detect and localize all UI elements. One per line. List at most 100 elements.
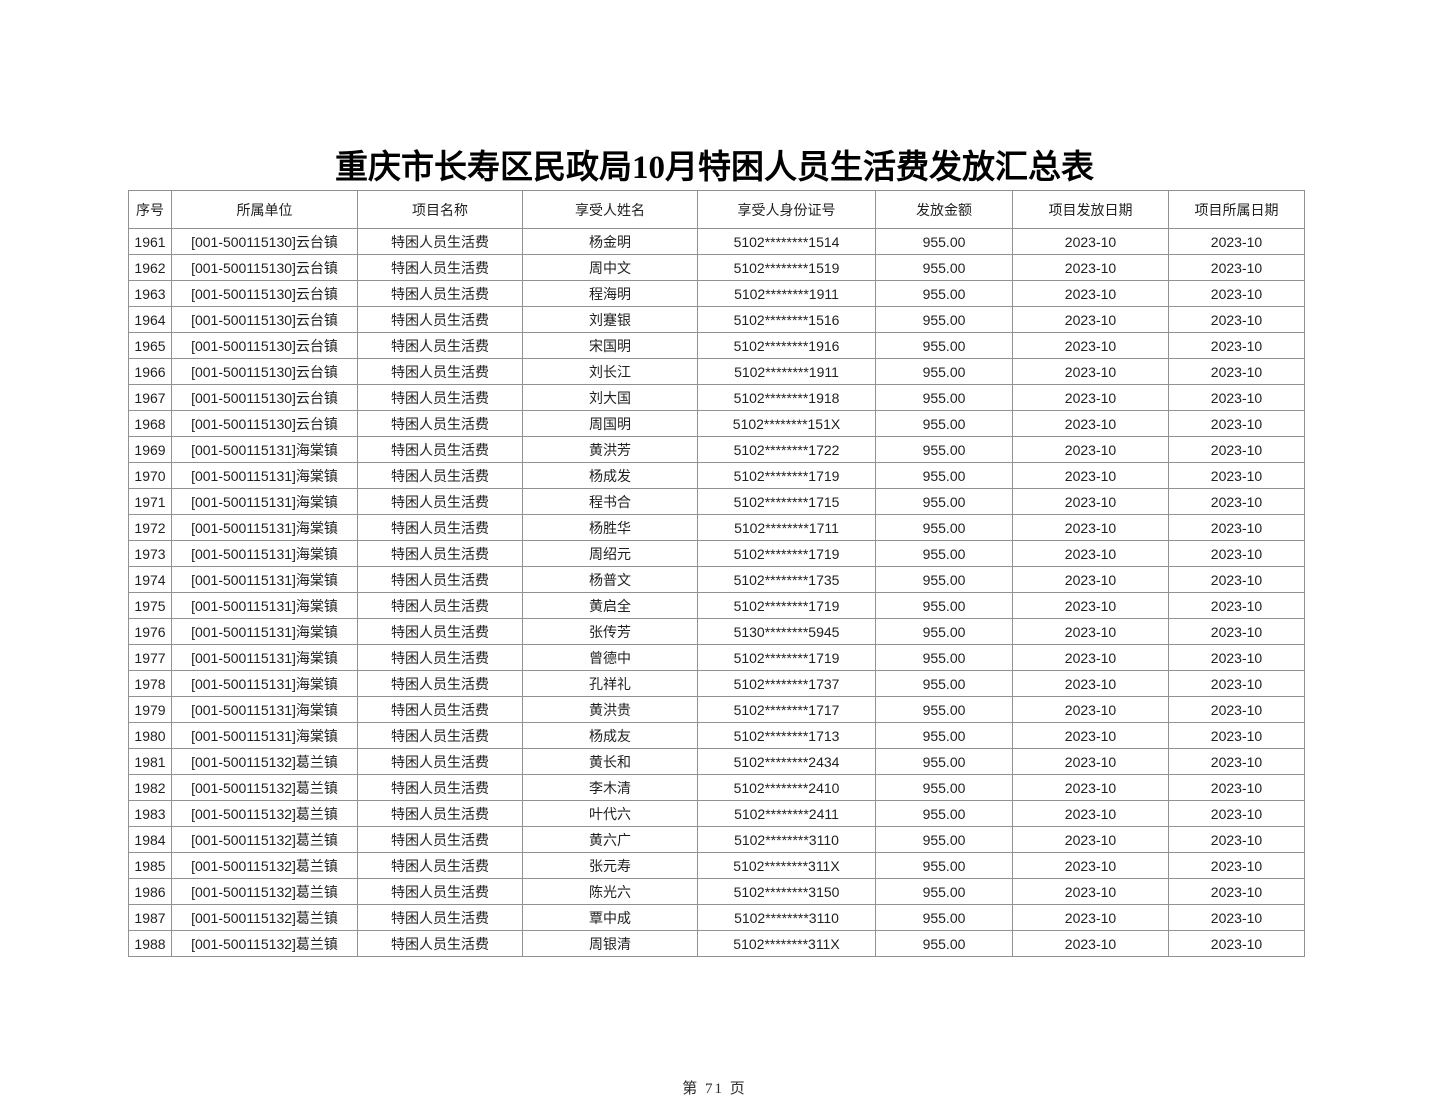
table-row: 1970 [001-500115131]海棠镇 特困人员生活费 杨成发 5102****… [128,462,1305,489]
table-cell: 1975 [128,592,172,619]
table-row: 1967 [001-500115130]云台镇 特困人员生活费 刘大国 5102****… [128,384,1305,411]
page-number: 第 71 页 [682,1081,747,1097]
table-cell: 955.00 [875,800,1013,827]
table-cell: 1974 [128,566,172,593]
table-cell: 2023-10 [1012,358,1169,385]
table-cell: 2023-10 [1012,306,1169,333]
table-cell: 特困人员生活费 [357,436,523,463]
table-cell: 周国明 [522,410,698,437]
table-cell: 1987 [128,904,172,931]
table-cell: 2023-10 [1168,280,1305,307]
table-cell: 955.00 [875,904,1013,931]
table-cell: 1971 [128,488,172,515]
table-cell: 5102********2411 [697,800,876,827]
table-row: 1982 [001-500115132]葛兰镇 特困人员生活费 李木清 5102****… [128,774,1305,801]
table-cell: [001-500115131]海棠镇 [171,514,358,541]
table-row: 1978 [001-500115131]海棠镇 特困人员生活费 孔祥礼 5102****… [128,670,1305,697]
table-cell: 1985 [128,852,172,879]
table-cell: [001-500115131]海棠镇 [171,436,358,463]
table-cell: 2023-10 [1012,800,1169,827]
table-cell: 2023-10 [1012,904,1169,931]
table-cell: 杨胜华 [522,514,698,541]
table-cell: 2023-10 [1168,904,1305,931]
table-cell: 955.00 [875,930,1013,957]
table-cell: 特困人员生活费 [357,332,523,359]
table-row: 1980 [001-500115131]海棠镇 特困人员生活费 杨成友 5102****… [128,722,1305,749]
table-row: 1985 [001-500115132]葛兰镇 特困人员生活费 张元寿 5102****… [128,852,1305,879]
table-cell: 特困人员生活费 [357,306,523,333]
table-cell: 2023-10 [1012,878,1169,905]
table-cell: 叶代六 [522,800,698,827]
table-cell: 955.00 [875,618,1013,645]
table-cell: 程海明 [522,280,698,307]
table-cell: 2023-10 [1168,696,1305,723]
table-cell: 2023-10 [1012,774,1169,801]
table-row: 1983 [001-500115132]葛兰镇 特困人员生活费 叶代六 5102****… [128,800,1305,827]
table-row: 1968 [001-500115130]云台镇 特困人员生活费 周国明 5102****… [128,410,1305,437]
table-cell: 1963 [128,280,172,307]
table-cell: 特困人员生活费 [357,358,523,385]
table-cell: 张元寿 [522,852,698,879]
table-cell: 1988 [128,930,172,957]
table-cell: 2023-10 [1012,722,1169,749]
table-cell: 特困人员生活费 [357,592,523,619]
table-cell: 2023-10 [1012,332,1169,359]
table-cell: 李木清 [522,774,698,801]
table-cell: 特困人员生活费 [357,410,523,437]
table-cell: 5102********311X [697,852,876,879]
table-cell: 2023-10 [1168,462,1305,489]
table-cell: 特困人员生活费 [357,670,523,697]
table-header-row: 序号 所属单位 项目名称 享受人姓名 享受人身份证号 发放金额 项目发放日期 项目所属日期 [128,190,1305,229]
table-cell: 特困人员生活费 [357,254,523,281]
table-cell: [001-500115130]云台镇 [171,384,358,411]
table-row: 1965 [001-500115130]云台镇 特困人员生活费 宋国明 5102****… [128,332,1305,359]
table-cell: 955.00 [875,514,1013,541]
table-cell: 5102********1711 [697,514,876,541]
table-cell: 宋国明 [522,332,698,359]
page-title: 重庆市长寿区民政局10月特困人员生活费发放汇总表 [335,150,1094,186]
table-cell: 5102********1719 [697,592,876,619]
table-cell: [001-500115132]葛兰镇 [171,774,358,801]
table-cell: 2023-10 [1012,436,1169,463]
table-cell: 5102********1916 [697,332,876,359]
table-cell: 2023-10 [1012,280,1169,307]
table-cell: 955.00 [875,826,1013,853]
table-cell: 955.00 [875,878,1013,905]
table-cell: 1968 [128,410,172,437]
table-cell: [001-500115130]云台镇 [171,358,358,385]
table-cell: 955.00 [875,592,1013,619]
table-cell: 1983 [128,800,172,827]
table-cell: 黄六广 [522,826,698,853]
table-cell: 特困人员生活费 [357,930,523,957]
table-cell: 刘大国 [522,384,698,411]
table-row: 1987 [001-500115132]葛兰镇 特困人员生活费 覃中成 5102****… [128,904,1305,931]
table-cell: 黄启全 [522,592,698,619]
table-cell: 杨成友 [522,722,698,749]
table-cell: 2023-10 [1168,592,1305,619]
table-cell: 2023-10 [1012,826,1169,853]
column-header: 所属单位 [171,190,358,229]
table-cell: [001-500115131]海棠镇 [171,488,358,515]
table-cell: 5102********1516 [697,306,876,333]
table-cell: 5102********1911 [697,280,876,307]
table-cell: 2023-10 [1168,644,1305,671]
table-cell: 955.00 [875,748,1013,775]
table-cell: 5102********1719 [697,644,876,671]
summary-table: 序号 所属单位 项目名称 享受人姓名 享受人身份证号 发放金额 项目发放日期 项目所属日期 1… [128,190,1305,957]
table-cell: 5102********1514 [697,228,876,255]
table-cell: [001-500115131]海棠镇 [171,566,358,593]
table-cell: 1973 [128,540,172,567]
table-cell: 5102********1715 [697,488,876,515]
table-cell: 特困人员生活费 [357,384,523,411]
table-cell: 5102********1722 [697,436,876,463]
table-cell: 2023-10 [1012,228,1169,255]
table-cell: 2023-10 [1168,878,1305,905]
table-row: 1986 [001-500115132]葛兰镇 特困人员生活费 陈光六 5102****… [128,878,1305,905]
table-cell: 5102********2434 [697,748,876,775]
table-cell: 5102********1918 [697,384,876,411]
table-cell: 2023-10 [1168,800,1305,827]
column-header: 享受人姓名 [522,190,698,229]
table-cell: 特困人员生活费 [357,540,523,567]
table-cell: 2023-10 [1012,488,1169,515]
table-cell: 955.00 [875,696,1013,723]
